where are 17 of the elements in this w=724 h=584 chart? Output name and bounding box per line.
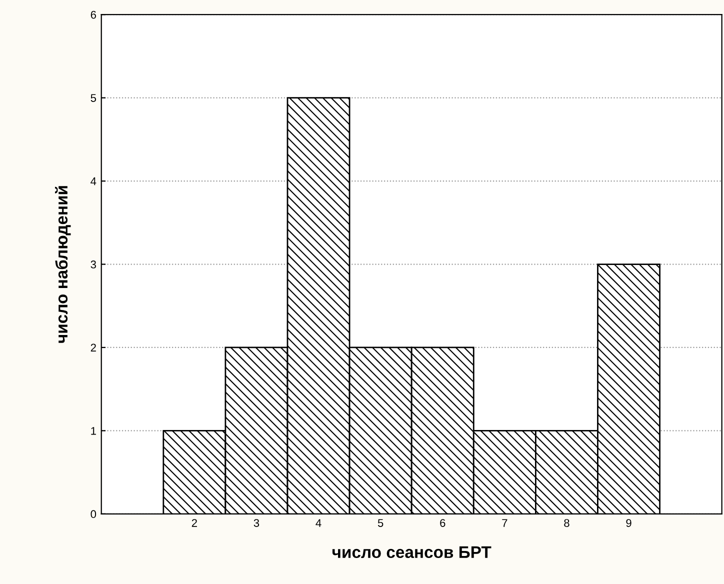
- y-tick-label: 6: [90, 10, 96, 19]
- x-axis-title: число сеансов БРТ: [332, 546, 492, 558]
- y-tick-label: 0: [90, 510, 96, 518]
- x-tick-label: 4: [316, 519, 322, 527]
- y-tick-label: 3: [90, 260, 96, 268]
- x-tick-label: 5: [378, 519, 384, 527]
- y-tick-label: 4: [90, 177, 96, 186]
- x-tick-label: 7: [502, 519, 508, 527]
- x-tick-label: 9: [626, 519, 632, 527]
- x-tick-label: 3: [254, 519, 260, 527]
- x-tick-label: 6: [440, 519, 446, 527]
- y-tick-label: 2: [90, 344, 96, 352]
- y-axis-title: число наблюдений: [55, 186, 71, 343]
- x-tick-label: 8: [564, 519, 570, 527]
- x-tick-label: 2: [192, 519, 197, 527]
- y-tick-label: 1: [91, 427, 96, 435]
- y-tick-label: 5: [90, 94, 96, 102]
